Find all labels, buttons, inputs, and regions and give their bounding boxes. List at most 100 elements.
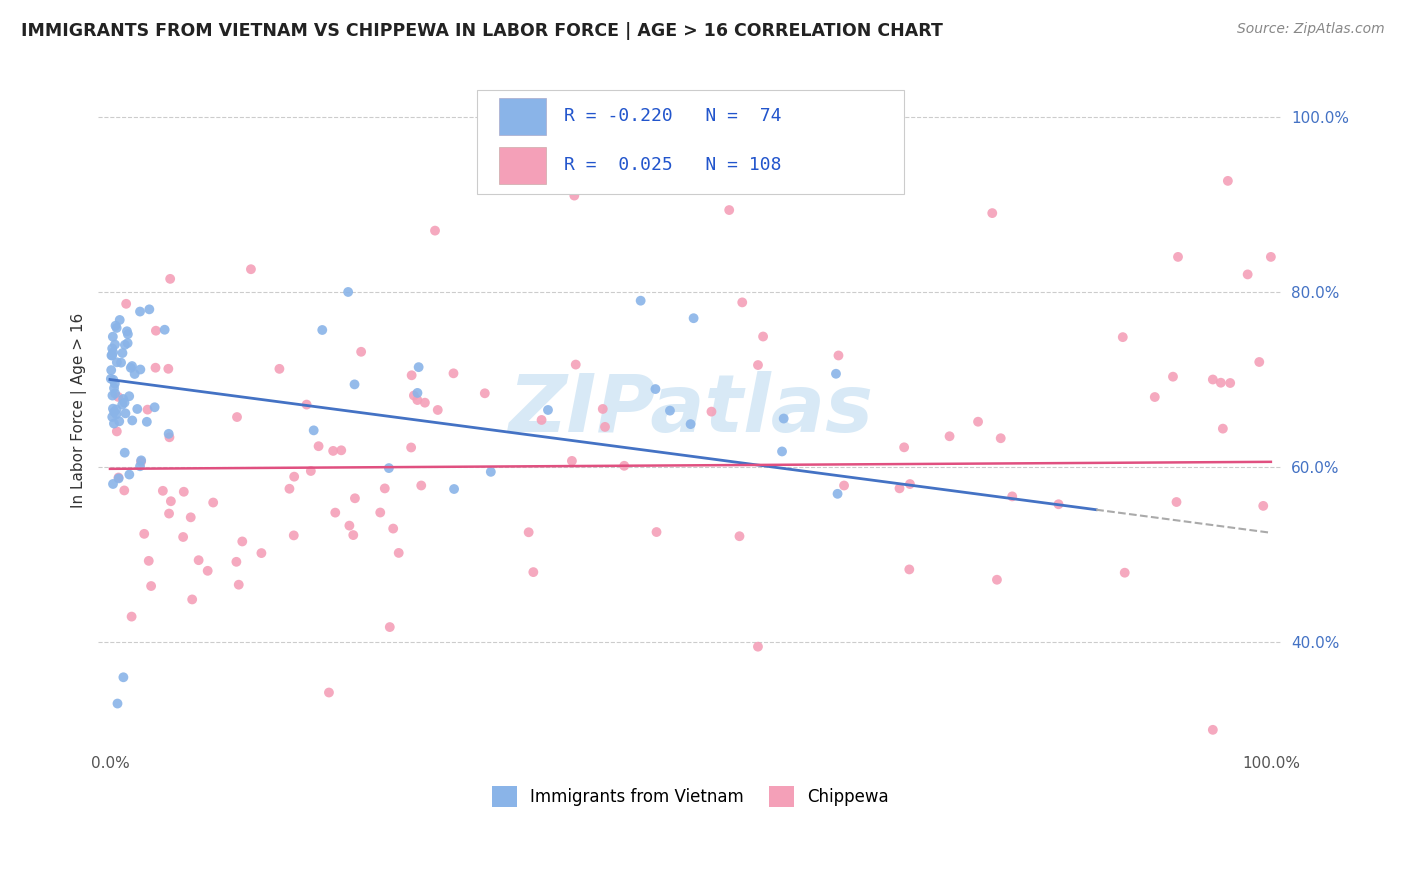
Chippewa [342,528,364,542]
Immigrants from Vietnam [343,377,366,392]
Chippewa [1166,495,1188,509]
Chippewa [202,495,225,509]
Chippewa [382,522,405,536]
Chippewa [330,443,353,458]
Immigrants from Vietnam [117,327,139,342]
Chippewa [406,392,429,407]
Chippewa [228,577,250,591]
Immigrants from Vietnam [101,342,124,356]
Immigrants from Vietnam [129,304,152,318]
Chippewa [592,401,614,416]
Immigrants from Vietnam [118,389,141,403]
Chippewa [613,458,636,473]
Bar [499,98,546,135]
Immigrants from Vietnam [103,417,125,431]
Immigrants from Vietnam [114,395,136,409]
Immigrants from Vietnam [100,363,122,377]
Chippewa [938,429,960,443]
Chippewa [443,367,465,381]
Immigrants from Vietnam [682,311,704,326]
Immigrants from Vietnam [772,411,794,425]
Chippewa [530,413,553,427]
Chippewa [747,358,769,372]
Chippewa [172,530,194,544]
Chippewa [239,262,262,277]
Chippewa [1216,174,1239,188]
Immigrants from Vietnam [630,293,652,308]
Chippewa [181,592,204,607]
Text: IMMIGRANTS FROM VIETNAM VS CHIPPEWA IN LABOR FORCE | AGE > 16 CORRELATION CHART: IMMIGRANTS FROM VIETNAM VS CHIPPEWA IN L… [21,22,943,40]
Immigrants from Vietnam [114,406,136,420]
Immigrants from Vietnam [105,402,128,417]
FancyBboxPatch shape [477,90,904,194]
Chippewa [157,361,180,376]
Chippewa [898,562,921,576]
Chippewa [1251,499,1274,513]
Chippewa [112,483,135,498]
Chippewa [105,425,128,439]
Chippewa [411,478,433,492]
Immigrants from Vietnam [101,345,124,359]
Immigrants from Vietnam [104,318,127,333]
Chippewa [593,420,616,434]
Text: R = -0.220   N =  74: R = -0.220 N = 74 [564,107,782,125]
Immigrants from Vietnam [103,405,125,419]
Immigrants from Vietnam [378,461,401,475]
Immigrants from Vietnam [107,697,129,711]
Immigrants from Vietnam [104,386,127,401]
Immigrants from Vietnam [479,465,502,479]
Immigrants from Vietnam [337,285,360,299]
Chippewa [517,525,540,540]
Immigrants from Vietnam [103,381,125,395]
Text: ZIPatlas: ZIPatlas [508,371,873,450]
Immigrants from Vietnam [115,324,138,338]
Chippewa [225,555,247,569]
Immigrants from Vietnam [153,323,176,337]
Chippewa [134,526,156,541]
Chippewa [283,469,305,483]
Chippewa [269,362,291,376]
Chippewa [226,410,249,425]
Chippewa [700,404,723,418]
Immigrants from Vietnam [100,372,122,386]
Immigrants from Vietnam [129,362,152,376]
Chippewa [368,506,391,520]
Chippewa [522,565,544,579]
Chippewa [1212,422,1234,436]
Immigrants from Vietnam [118,467,141,482]
Immigrants from Vietnam [408,360,430,375]
Immigrants from Vietnam [124,367,146,381]
Chippewa [160,494,183,508]
Immigrants from Vietnam [644,382,666,396]
Immigrants from Vietnam [101,388,124,402]
Chippewa [718,202,741,217]
Chippewa [561,454,583,468]
Chippewa [299,464,322,478]
Chippewa [889,481,911,495]
Chippewa [423,224,446,238]
Immigrants from Vietnam [443,482,465,496]
Chippewa [1047,497,1070,511]
Chippewa [343,491,366,506]
Immigrants from Vietnam [120,360,142,375]
Chippewa [399,441,422,455]
Immigrants from Vietnam [537,403,560,417]
Immigrants from Vietnam [104,376,127,391]
Immigrants from Vietnam [104,337,127,351]
Chippewa [107,390,129,404]
Chippewa [1167,250,1189,264]
Chippewa [180,510,202,524]
Chippewa [322,444,344,458]
Chippewa [1143,390,1166,404]
Immigrants from Vietnam [110,356,132,370]
Chippewa [250,546,273,560]
Chippewa [401,368,423,383]
Immigrants from Vietnam [129,459,152,474]
Immigrants from Vietnam [679,417,702,431]
Chippewa [898,477,921,491]
Immigrants from Vietnam [101,401,124,416]
Immigrants from Vietnam [143,401,166,415]
Text: Source: ZipAtlas.com: Source: ZipAtlas.com [1237,22,1385,37]
Chippewa [231,534,253,549]
Chippewa [832,478,855,492]
